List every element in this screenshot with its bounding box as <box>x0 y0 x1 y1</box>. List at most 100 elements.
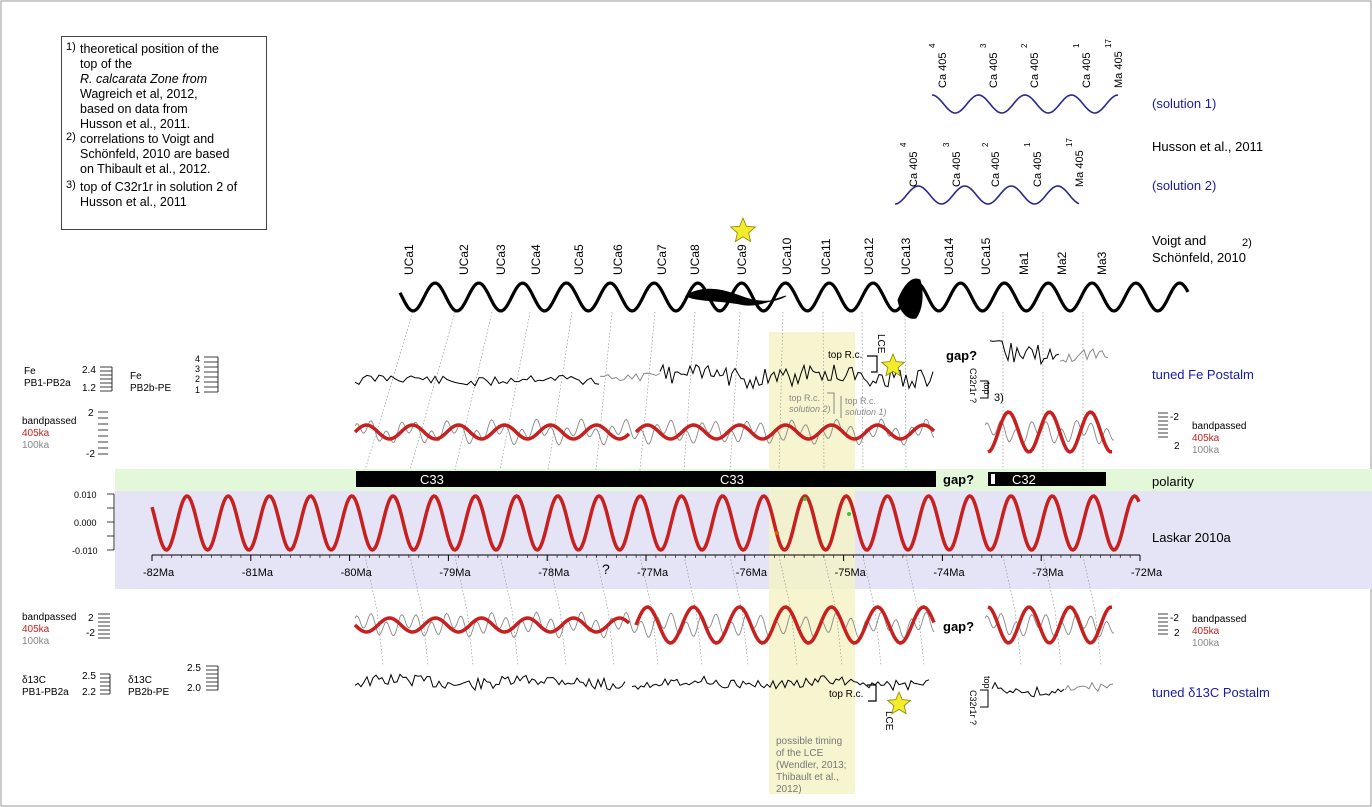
laskar-xtick-label: -79Ma <box>439 567 471 579</box>
laskar-x-ticks: -82Ma -81Ma -80Ma -79Ma -78Ma -77Ma -76Ma -75Ma… <box>143 555 1163 579</box>
voigt-title-line1: Voigt and <box>1152 233 1206 248</box>
bpu-right-tick-bottom: 2 <box>1174 441 1180 452</box>
lce-note-line: of the LCE <box>776 748 824 759</box>
husson-cycle-label: Ca 405 <box>1032 152 1044 187</box>
voigt-cycle-label: UCa2 <box>457 244 471 275</box>
fe-left-tick-bottom: 1.2 <box>82 383 96 394</box>
laskar-xtick-label: -76Ma <box>736 567 768 579</box>
bpu-right-label-100: 100ka <box>1192 445 1220 456</box>
bpl-label: bandpassed <box>22 612 77 623</box>
fe-top-rc-sol2: top R.c. <box>789 393 820 403</box>
voigt-cycle-label: UCa13 <box>899 237 913 275</box>
bpl-tick-bottom: -2 <box>86 628 95 639</box>
husson-cycle-label: Ca 405 <box>1081 53 1093 88</box>
note-line: top of the <box>80 57 133 71</box>
bpu-label-405: 405ka <box>22 428 50 439</box>
fe-gap: gap? <box>946 348 977 363</box>
d13c-mid-label1: δ13C <box>128 675 152 686</box>
bpl-label-405: 405ka <box>22 624 50 635</box>
husson-title: Husson et al., 2011 <box>1152 139 1263 154</box>
fe-lce: LCE <box>875 334 886 354</box>
husson-cycle-superscript: 1 <box>1072 43 1081 48</box>
husson-cycle-superscript: 1 <box>1023 142 1032 147</box>
fe-title: tuned Fe Postalm <box>1152 367 1254 382</box>
d13c-section: tuned δ13C Postalm δ13C PB1-PB2a 2.5 2.2… <box>22 663 1270 731</box>
husson-cycle-superscript: 2 <box>1020 43 1029 48</box>
fe-section: tuned Fe Postalm Fe PB1-PB2a 2.4 1.2 Fe … <box>24 334 1254 418</box>
voigt-thick-segment <box>684 278 923 319</box>
d13c-left-label2: PB1-PB2a <box>22 687 69 698</box>
note-line-text: R. calcarata Zone from <box>80 72 208 86</box>
d13c-title: tuned δ13C Postalm <box>1152 685 1270 700</box>
d13c-curve-left <box>354 673 626 692</box>
voigt-cycle-label: Ma1 <box>1017 251 1031 275</box>
fe-curve-right <box>659 363 934 390</box>
fe-curve-mid <box>599 372 661 382</box>
lce-note-line: Thibault et al., <box>776 772 839 783</box>
husson-cycle-label: Ca 405 <box>990 152 1002 187</box>
chron-c33-mid: C33 <box>720 472 744 487</box>
fe-left-label2: PB1-PB2a <box>24 378 71 389</box>
bpl-tick-top: 2 <box>88 613 94 624</box>
voigt-curve <box>398 281 1190 313</box>
bandpass-lower: bandpassed 405ka 100ka 2 -2 -2 2 bandpas… <box>22 605 1247 649</box>
fe-curve-postgap <box>989 340 1060 366</box>
bpl-left-scale <box>98 613 110 639</box>
fe-sol2-bracket <box>827 392 835 414</box>
voigt-cycle-label: UCa11 <box>819 238 833 275</box>
fe-left-label1: Fe <box>24 366 36 377</box>
note-text: top of C32r1r in solution 2 of Husson et… <box>80 180 270 210</box>
bpu-label: bandpassed <box>22 416 77 427</box>
fe-c32-bracket <box>980 380 989 399</box>
note-line: based on data from <box>80 102 188 116</box>
star-icon <box>880 352 906 377</box>
note-line: correlations to Voigt and <box>80 132 215 146</box>
laskar-xtick-label: -72Ma <box>1131 567 1163 579</box>
husson-cycle-superscript: 3 <box>979 43 988 48</box>
d13c-curve-postgap-grey <box>1064 681 1114 692</box>
laskar-xtick-label: -74Ma <box>933 567 965 579</box>
fe-top-rc-sol1: top R.c. <box>845 396 876 406</box>
laskar-question: ? <box>602 561 610 577</box>
voigt-cycle-label: UCa8 <box>688 244 702 275</box>
note-line: on Thibault et al., 2012. <box>80 162 211 176</box>
bandpass-upper: bandpassed 405ka 100ka 2 -2 -2 2 bandpas… <box>22 408 1247 460</box>
polarity-bar-bottom <box>356 485 936 487</box>
husson-cycle-label: Ca 405 <box>951 152 963 187</box>
fe-mid-label1: Fe <box>130 371 142 382</box>
polarity-label: polarity <box>1152 474 1194 489</box>
husson-cycle-label: Ma 405 <box>1074 150 1086 187</box>
voigt-cycle-label: UCa4 <box>529 244 543 275</box>
voigt-cycle-label: UCa15 <box>979 237 993 275</box>
fe-mid-scale <box>204 356 219 393</box>
laskar-marker <box>847 512 851 516</box>
note-line: Husson et al., 2011 <box>80 195 187 209</box>
d13c-mid-scale <box>206 665 219 691</box>
fe-top-rc-bracket <box>867 355 878 373</box>
star-icon <box>729 216 757 243</box>
voigt-cycle-label: UCa5 <box>572 244 586 275</box>
solution1-label: (solution 1) <box>1152 96 1216 111</box>
laskar-xtick-label: -78Ma <box>538 567 570 579</box>
d13c-top-rc-bracket <box>867 684 877 702</box>
bandpass-upper-405ka-left <box>353 423 936 441</box>
laskar-xtick-label: -75Ma <box>835 567 867 579</box>
voigt-cycle-label: UCa7 <box>655 244 669 275</box>
laskar-curve <box>150 494 1141 552</box>
star-icon <box>886 690 912 715</box>
husson-solution2-curve <box>894 185 1080 205</box>
d13c-left-label1: δ13C <box>22 675 46 686</box>
d13c-curve-mid <box>631 675 930 692</box>
note-line: R. calcarata Zone from <box>80 72 270 87</box>
bpl-right-label-100: 100ka <box>1192 638 1220 649</box>
fe-mid-tick-2: 2 <box>195 374 200 384</box>
bpl-right-tick-bottom: 2 <box>1174 628 1180 639</box>
bpl-right-scale <box>1158 613 1168 635</box>
laskar-xtick-label: -80Ma <box>341 567 373 579</box>
bandpass-lower-405ka-right <box>987 605 1112 645</box>
note-number: 2) <box>66 131 76 143</box>
fe-mid-tick-3: 3 <box>195 364 200 374</box>
bpl-gap: gap? <box>943 619 974 634</box>
